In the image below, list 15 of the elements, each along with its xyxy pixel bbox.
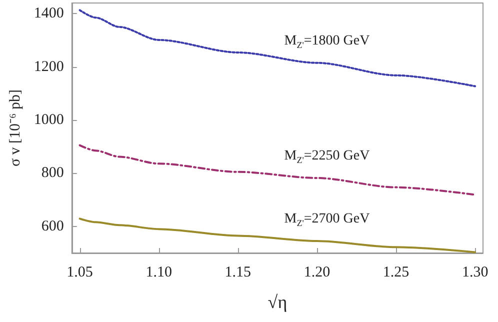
y-tick-label: 800 — [41, 165, 64, 182]
x-tick-label: 1.20 — [304, 264, 330, 280]
x-tick-label: 1.25 — [382, 264, 410, 280]
y-tick-label: 1200 — [34, 58, 64, 75]
y-tick-label: 600 — [41, 218, 64, 234]
line-series — [78, 9, 476, 88]
y-tick-label: 1000 — [34, 112, 64, 128]
x-tick-label: 1.30 — [462, 264, 488, 280]
y-tick-label: 1400 — [34, 6, 64, 22]
x-tick-label: 1.05 — [66, 264, 93, 280]
y-axis-title: σ v [10⁻⁶ pb] — [8, 89, 24, 167]
x-tick-label: 1.10 — [146, 264, 172, 280]
x-axis-title: √η — [268, 292, 288, 312]
line-series — [78, 144, 476, 196]
x-tick-label: 1.15 — [224, 264, 252, 280]
